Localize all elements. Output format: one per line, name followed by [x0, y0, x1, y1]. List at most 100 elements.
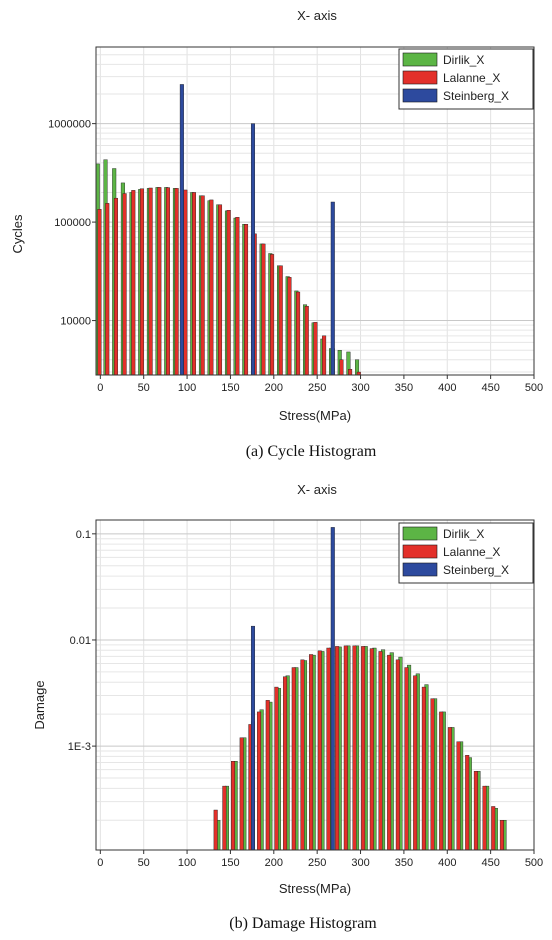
x-tick-label: 50	[138, 382, 150, 394]
x-tick-label: 150	[221, 382, 239, 394]
bar-lalanne-x	[404, 667, 409, 851]
bar-lalanne-x	[226, 210, 231, 376]
y-tick-label: 0.01	[70, 635, 91, 647]
x-tick-label: 350	[395, 857, 413, 869]
bar-lalanne-x	[265, 700, 270, 851]
bar-lalanne-x	[317, 650, 322, 851]
legend-label: Dirlik_X	[443, 53, 484, 67]
bar-lalanne-x	[304, 305, 309, 376]
bar-lalanne-x	[369, 648, 374, 851]
bar-lalanne-x	[274, 686, 279, 851]
legend: Dirlik_X Lalanne_X Steinberg_X	[398, 522, 534, 584]
bar-lalanne-x	[348, 369, 353, 376]
legend: Dirlik_X Lalanne_X Steinberg_X	[398, 48, 534, 110]
legend-label: Steinberg_X	[443, 563, 509, 577]
x-tick-label: 0	[97, 382, 103, 394]
bar-steinberg-x	[250, 123, 255, 376]
legend-label: Lalanne_X	[443, 71, 500, 85]
x-tick-label: 150	[221, 857, 239, 869]
bar-lalanne-x	[139, 188, 144, 376]
bar-steinberg-x	[179, 84, 184, 376]
bars	[213, 527, 507, 851]
legend-swatch	[402, 52, 438, 67]
x-tick-label: 100	[178, 857, 196, 869]
y-tick-label: 1E-3	[68, 741, 91, 753]
legend-label: Lalanne_X	[443, 545, 500, 559]
bar-lalanne-x	[270, 254, 275, 376]
bar-lalanne-x	[456, 741, 461, 851]
bar-lalanne-x	[326, 647, 331, 851]
legend-swatch	[402, 562, 438, 577]
x-tick-label: 450	[481, 382, 499, 394]
bar-lalanne-x	[387, 654, 392, 851]
x-tick-label: 0	[97, 857, 103, 869]
y-axis-label: Cycles	[10, 214, 25, 254]
bar-lalanne-x	[300, 659, 305, 851]
bar-lalanne-x	[192, 192, 197, 376]
bar-lalanne-x	[296, 291, 301, 376]
bar-steinberg-x	[330, 201, 335, 376]
x-tick-label: 400	[438, 857, 456, 869]
bar-lalanne-x	[413, 675, 418, 851]
y-tick-label: 0.1	[76, 529, 91, 541]
bar-lalanne-x	[239, 737, 244, 851]
x-tick-label: 250	[308, 857, 326, 869]
bar-lalanne-x	[131, 190, 136, 376]
bar-lalanne-x	[473, 771, 478, 851]
ticks: 0 50 100 150 200 250 300 350 400 450 500 1E-3 0.01 0.…	[68, 529, 543, 869]
bar-lalanne-x	[339, 359, 344, 376]
x-tick-label: 400	[438, 382, 456, 394]
chart-title: X- axis	[297, 482, 337, 497]
cycle-histogram-chart: X- axis 0 50 100 150 200 250 300 350 400 450 500 10…	[10, 8, 543, 460]
bar-lalanne-x	[291, 667, 296, 851]
x-tick-label: 500	[525, 857, 543, 869]
bar-lalanne-x	[222, 785, 227, 851]
bar-lalanne-x	[343, 645, 348, 851]
bar-lalanne-x	[183, 189, 188, 376]
y-tick-label: 10000	[60, 316, 91, 328]
x-tick-label: 350	[395, 382, 413, 394]
bar-steinberg-x	[330, 527, 335, 851]
y-axis-label: Damage	[32, 680, 47, 729]
y-tick-label: 1000000	[48, 119, 91, 131]
chart-title: X- axis	[297, 8, 337, 23]
legend-swatch	[402, 526, 438, 541]
x-axis-label: Stress(MPa)	[279, 881, 351, 896]
legend-swatch	[402, 544, 438, 559]
bar-lalanne-x	[361, 646, 366, 851]
bar-lalanne-x	[465, 755, 470, 851]
bar-lalanne-x	[447, 727, 452, 851]
x-tick-label: 200	[265, 857, 283, 869]
bar-lalanne-x	[322, 335, 327, 376]
bar-lalanne-x	[499, 820, 504, 851]
figure-caption: (a) Cycle Histogram	[246, 443, 377, 460]
bar-lalanne-x	[97, 209, 102, 376]
bar-lalanne-x	[209, 199, 214, 376]
bar-lalanne-x	[122, 193, 127, 376]
bar-lalanne-x	[148, 187, 153, 376]
bar-lalanne-x	[491, 806, 496, 851]
bar-lalanne-x	[395, 659, 400, 851]
x-tick-label: 250	[308, 382, 326, 394]
bar-lalanne-x	[235, 217, 240, 376]
y-tick-label: 100000	[54, 217, 91, 229]
bar-lalanne-x	[113, 197, 118, 376]
bar-lalanne-x	[105, 203, 110, 376]
plot-frame	[95, 46, 535, 376]
x-tick-label: 200	[265, 382, 283, 394]
legend-swatch	[402, 88, 438, 103]
bar-lalanne-x	[352, 645, 357, 851]
bar-lalanne-x	[439, 711, 444, 851]
x-tick-label: 50	[138, 857, 150, 869]
figure-caption: (b) Damage Histogram	[229, 915, 377, 932]
bar-lalanne-x	[213, 809, 218, 851]
bar-lalanne-x	[261, 243, 266, 376]
bar-lalanne-x	[287, 277, 292, 376]
bar-lalanne-x	[174, 188, 179, 376]
bar-lalanne-x	[200, 195, 205, 376]
legend-label: Steinberg_X	[443, 89, 509, 103]
bar-lalanne-x	[335, 646, 340, 851]
bar-lalanne-x	[244, 224, 249, 376]
bar-lalanne-x	[421, 686, 426, 851]
